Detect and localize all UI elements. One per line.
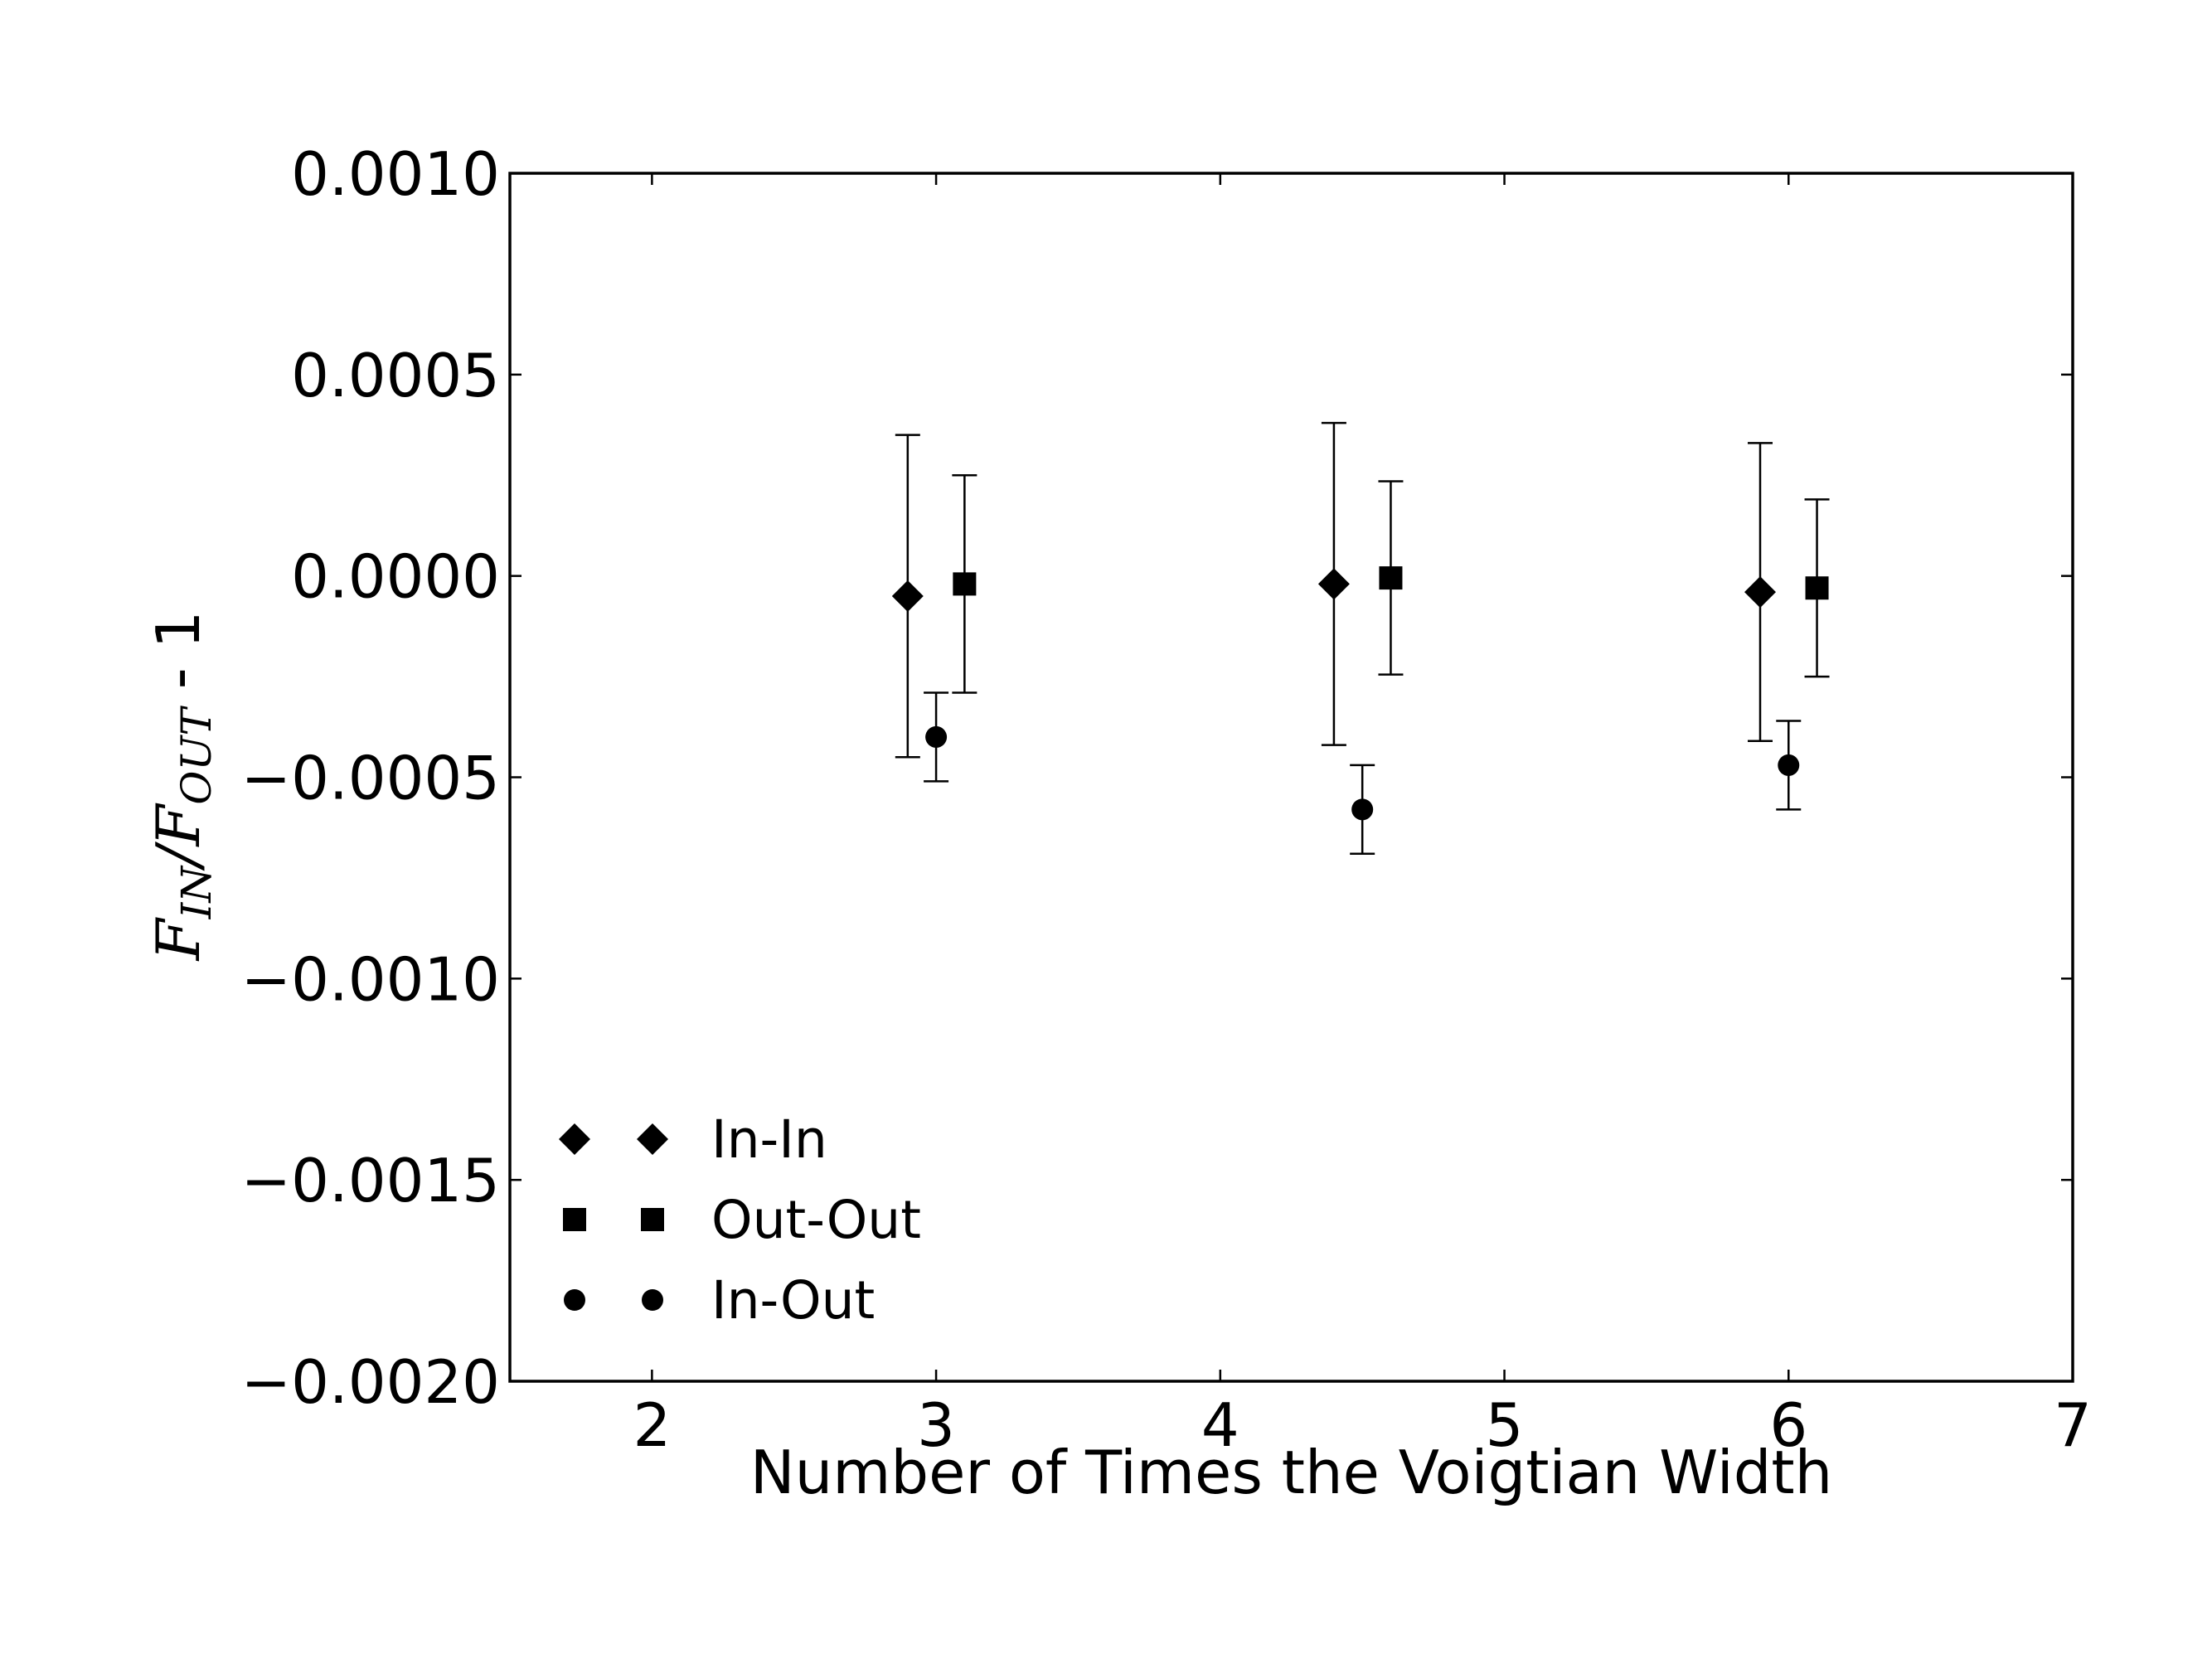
legend-marker-diamond [637,1123,668,1155]
y-tick-label: 0.0005 [291,341,500,410]
x-tick-label: 3 [917,1390,955,1460]
data-point-square [953,572,977,596]
legend: In-In Out-Out In-Out [559,1109,921,1331]
y-tick-label: −0.0005 [241,744,500,813]
legend-entry: In-In [559,1109,827,1170]
x-tick-label: 2 [633,1390,671,1460]
y-label-sub1: IN [172,865,221,920]
y-tick-label: 0.0010 [291,139,500,209]
data-markers [891,566,1829,821]
data-point-square [1379,566,1403,590]
y-tick-label: 0.0000 [291,542,500,612]
legend-marker-circle [642,1289,663,1311]
legend-label: In-In [711,1109,827,1170]
y-tick-label: −0.0020 [241,1347,500,1417]
x-axis-label: Number of Times the Voigtian Width [750,1438,1833,1507]
axis-tick-labels: 2 3 4 5 6 7 0.0010 0.0005 0.0000 −0.0005 −0.0010 −0… [241,139,2092,1460]
legend-entry: In-Out [564,1270,875,1331]
svg-text:FIN/FOUT - 1: FIN/FOUT - 1 [143,611,221,963]
x-tick-label: 7 [2054,1390,2092,1460]
y-label-f1: F [143,916,213,962]
legend-marker-square [641,1208,664,1231]
y-tick-label: −0.0010 [241,944,500,1014]
data-point-diamond [891,580,924,612]
y-tick-label: −0.0015 [241,1146,500,1215]
legend-marker-circle [564,1289,585,1311]
plot-area-frame [508,172,2074,1383]
x-tick-label: 5 [1486,1390,1524,1460]
legend-label: In-Out [711,1270,875,1331]
data-point-diamond [1317,568,1350,600]
legend-entry: Out-Out [563,1190,921,1250]
legend-marker-diamond [559,1123,590,1155]
data-point-circle [925,725,948,748]
data-point-circle [1778,754,1800,776]
x-tick-label: 4 [1201,1390,1239,1460]
data-point-diamond [1744,576,1776,609]
y-label-suffix: - 1 [143,611,213,709]
x-tick-label: 6 [1769,1390,1807,1460]
y-label-f2: F [143,803,213,848]
data-point-square [1805,576,1829,600]
y-axis-label: FIN/FOUT - 1 [143,611,221,963]
legend-label: Out-Out [711,1190,921,1250]
data-point-circle [1351,798,1374,821]
legend-marker-square [563,1208,586,1231]
y-label-sub2: OUT [172,706,221,805]
